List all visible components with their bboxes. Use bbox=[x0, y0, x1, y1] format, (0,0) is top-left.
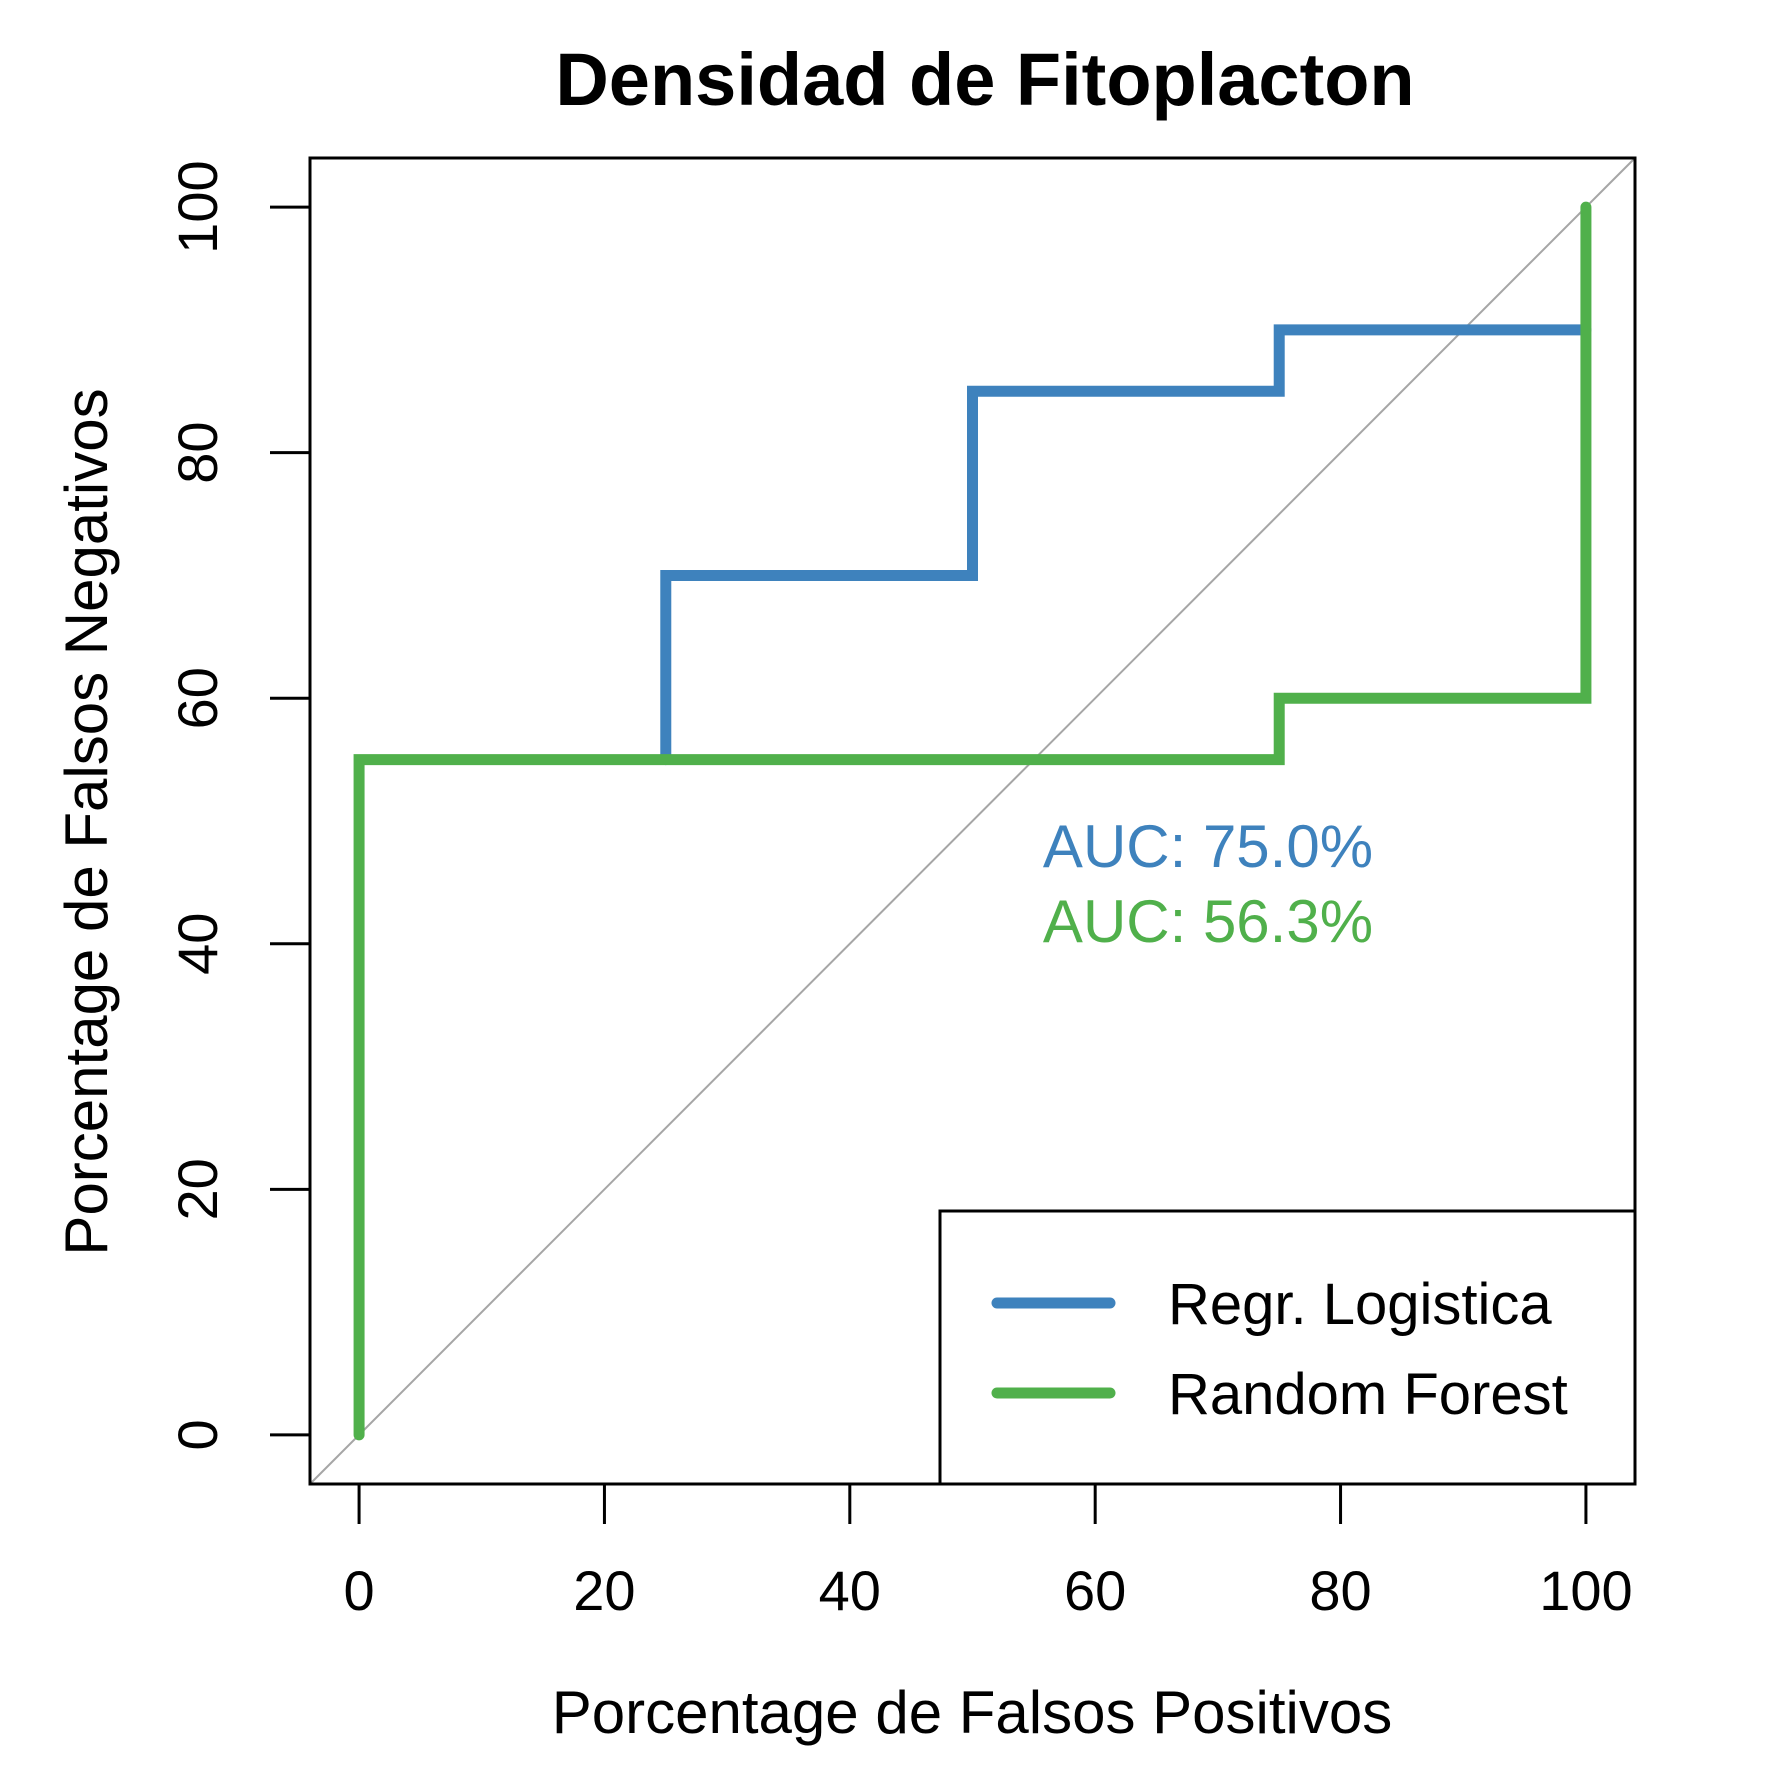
auc-label-1: AUC: 75.0% bbox=[1043, 813, 1373, 880]
x-tick-label: 0 bbox=[343, 1559, 374, 1622]
legend-label-1: Regr. Logistica bbox=[1168, 1272, 1552, 1337]
x-tick-label: 80 bbox=[1309, 1559, 1371, 1622]
legend-box bbox=[938, 1209, 1637, 1486]
chart-title: Densidad de Fitoplacton bbox=[555, 38, 1414, 121]
y-axis: 0 20 40 60 80 100 bbox=[166, 160, 312, 1450]
legend: Regr. Logistica Random Forest bbox=[938, 1209, 1637, 1486]
auc-annotations: AUC: 75.0% AUC: 56.3% bbox=[1043, 813, 1373, 955]
x-axis: 0 20 40 60 80 100 bbox=[343, 1482, 1633, 1622]
x-tick-label: 100 bbox=[1539, 1559, 1632, 1622]
legend-label-2: Random Forest bbox=[1168, 1362, 1568, 1427]
x-axis-label: Porcentage de Falsos Positivos bbox=[552, 1679, 1392, 1746]
auc-label-2: AUC: 56.3% bbox=[1043, 888, 1373, 955]
x-tick-label: 40 bbox=[819, 1559, 881, 1622]
x-tick-label: 20 bbox=[573, 1559, 635, 1622]
y-tick-label: 20 bbox=[166, 1158, 229, 1220]
series-line-2 bbox=[353, 201, 1592, 1441]
y-axis-label: Porcentage de Falsos Negativos bbox=[53, 388, 120, 1255]
series-line-1 bbox=[660, 324, 1592, 766]
reference-diagonal bbox=[309, 157, 1636, 1485]
y-tick-label: 40 bbox=[166, 913, 229, 975]
y-tick-label: 100 bbox=[166, 160, 229, 253]
x-tick-label: 60 bbox=[1064, 1559, 1126, 1622]
plot-area bbox=[309, 157, 1636, 1485]
y-tick-label: 80 bbox=[166, 422, 229, 484]
y-tick-label: 60 bbox=[166, 667, 229, 729]
y-tick-label: 0 bbox=[166, 1419, 229, 1450]
